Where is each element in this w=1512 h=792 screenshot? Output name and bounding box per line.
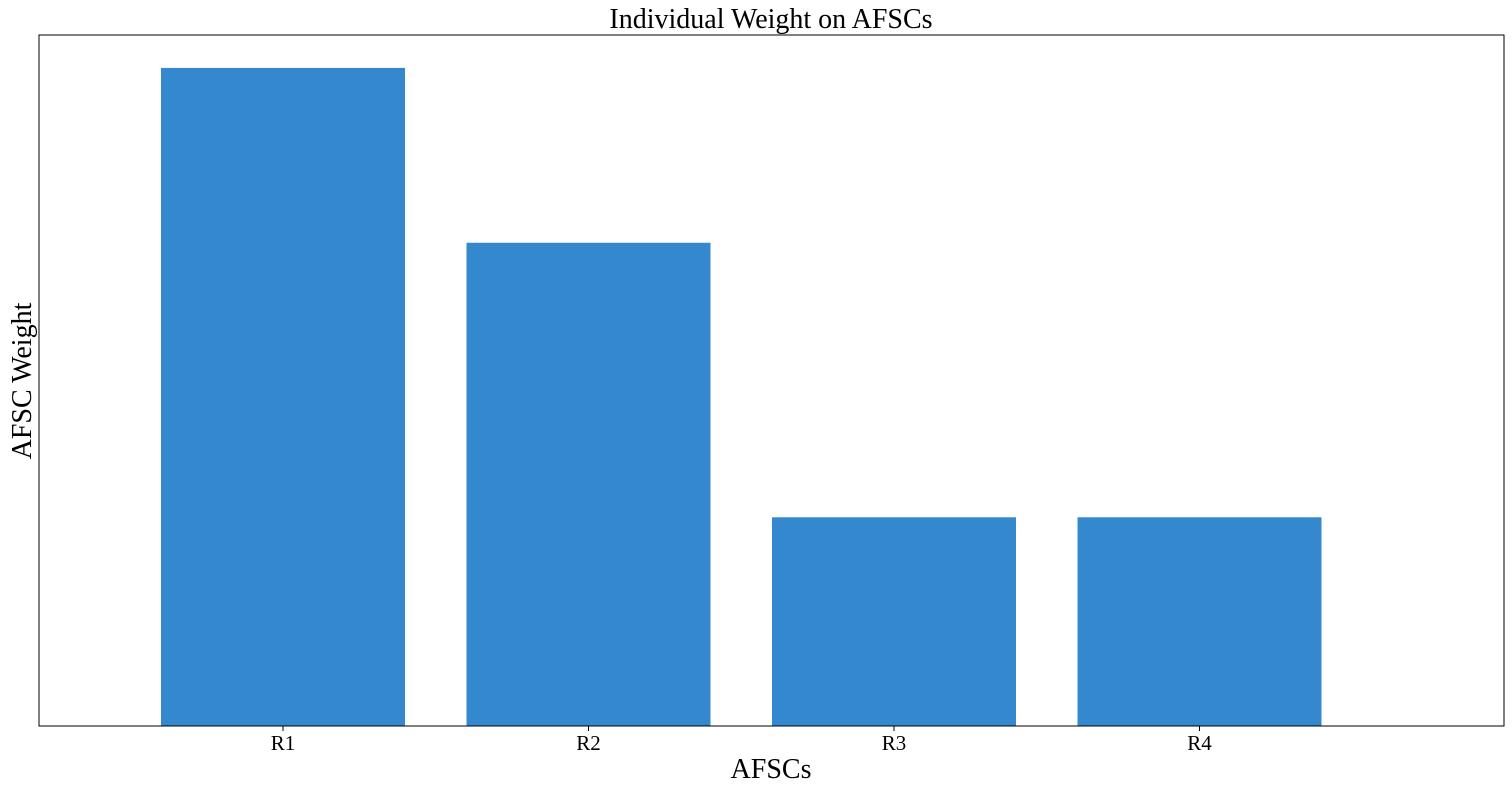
bar-r4 (1077, 517, 1322, 726)
bar-r3 (772, 517, 1016, 726)
x-axis-label: AFSCs (731, 754, 812, 785)
bars-group (161, 67, 1322, 726)
plot-area-frame (38, 34, 1505, 727)
bar-r2 (466, 242, 711, 726)
chart-title: Individual Weight on AFSCs (609, 4, 932, 35)
y-axis-label: AFSC Weight (7, 302, 38, 459)
bar-r1 (161, 67, 405, 726)
x-tick-label: R1 (271, 731, 296, 755)
x-ticks-group: R1 R2 R3 R4 (271, 726, 1212, 755)
x-tick-label: R2 (576, 731, 601, 755)
x-tick-label: R3 (882, 731, 907, 755)
x-tick-label: R4 (1187, 731, 1212, 755)
